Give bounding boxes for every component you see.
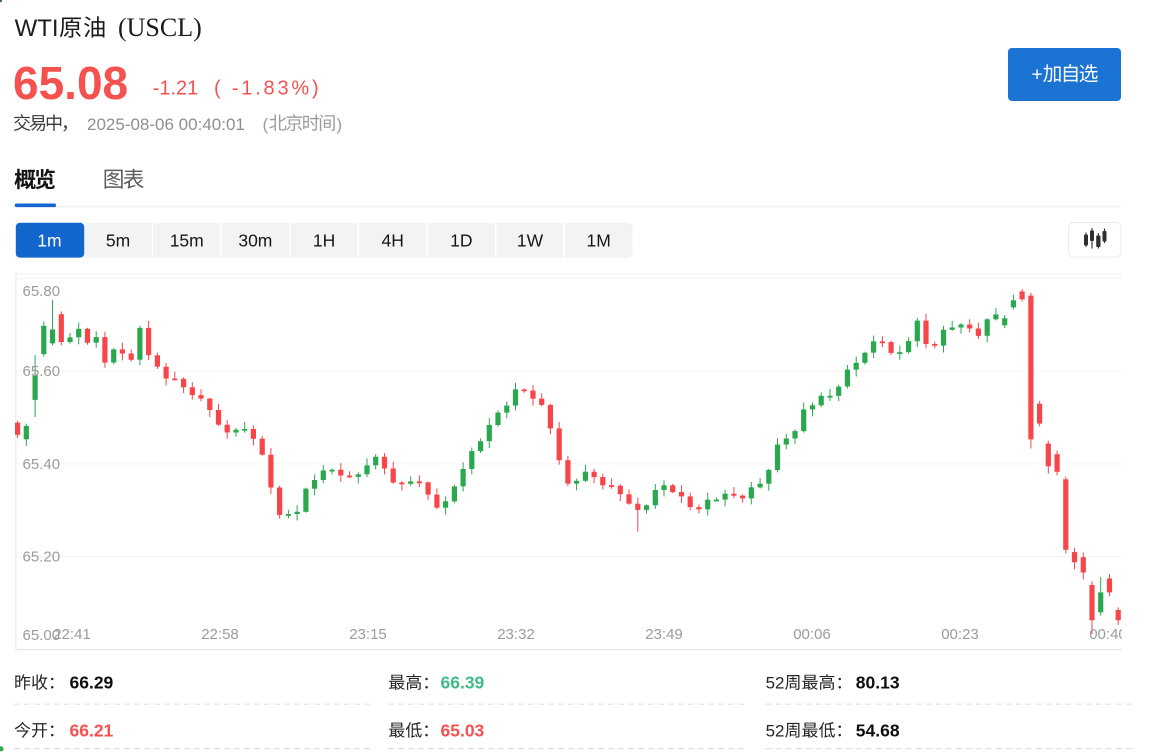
svg-text:66.29: 66.29 bbox=[70, 673, 114, 693]
svg-text:5m: 5m bbox=[106, 231, 130, 251]
svg-text:): ) bbox=[337, 115, 343, 134]
svg-text:65.20: 65.20 bbox=[23, 549, 61, 566]
svg-text:23:15: 23:15 bbox=[349, 626, 387, 643]
svg-text:1W: 1W bbox=[517, 231, 544, 251]
svg-text:80.13: 80.13 bbox=[856, 673, 900, 693]
svg-text:-1.21: -1.21 bbox=[153, 78, 199, 100]
svg-text:52: 52 bbox=[766, 674, 785, 693]
svg-text:1H: 1H bbox=[313, 231, 335, 251]
svg-text:00:23: 00:23 bbox=[941, 626, 979, 643]
svg-text:1M: 1M bbox=[587, 231, 611, 251]
svg-text:4H: 4H bbox=[382, 231, 404, 251]
svg-text:54.68: 54.68 bbox=[856, 720, 900, 740]
svg-text:+: + bbox=[1032, 65, 1043, 86]
svg-text:( -1.83%): ( -1.83%) bbox=[214, 78, 321, 100]
svg-text:22:58: 22:58 bbox=[201, 626, 239, 643]
svg-text:1D: 1D bbox=[450, 231, 472, 251]
svg-text:65.00: 65.00 bbox=[23, 627, 61, 644]
svg-text:65.03: 65.03 bbox=[441, 720, 485, 740]
svg-text:66.21: 66.21 bbox=[70, 720, 114, 740]
svg-text:22:41: 22:41 bbox=[53, 626, 91, 643]
svg-text:65.80: 65.80 bbox=[23, 283, 61, 300]
svg-text:15m: 15m bbox=[170, 231, 204, 251]
svg-text:65.08: 65.08 bbox=[13, 57, 128, 109]
svg-text:30m: 30m bbox=[238, 231, 272, 251]
svg-text:23:32: 23:32 bbox=[497, 626, 535, 643]
svg-text:66.39: 66.39 bbox=[441, 673, 485, 693]
svg-text:(: ( bbox=[263, 115, 269, 134]
svg-text:65.60: 65.60 bbox=[23, 363, 61, 380]
svg-text:WTI: WTI bbox=[15, 15, 59, 42]
svg-text:52: 52 bbox=[766, 721, 785, 740]
svg-text:23:49: 23:49 bbox=[645, 626, 683, 643]
svg-text:(USCL): (USCL) bbox=[118, 13, 202, 42]
svg-text:00:06: 00:06 bbox=[793, 626, 831, 643]
svg-text:65.40: 65.40 bbox=[23, 456, 61, 473]
svg-text:00:40: 00:40 bbox=[1089, 626, 1127, 643]
svg-text:1m: 1m bbox=[37, 231, 61, 251]
svg-text:2025-08-06 00:40:01: 2025-08-06 00:40:01 bbox=[87, 115, 245, 134]
